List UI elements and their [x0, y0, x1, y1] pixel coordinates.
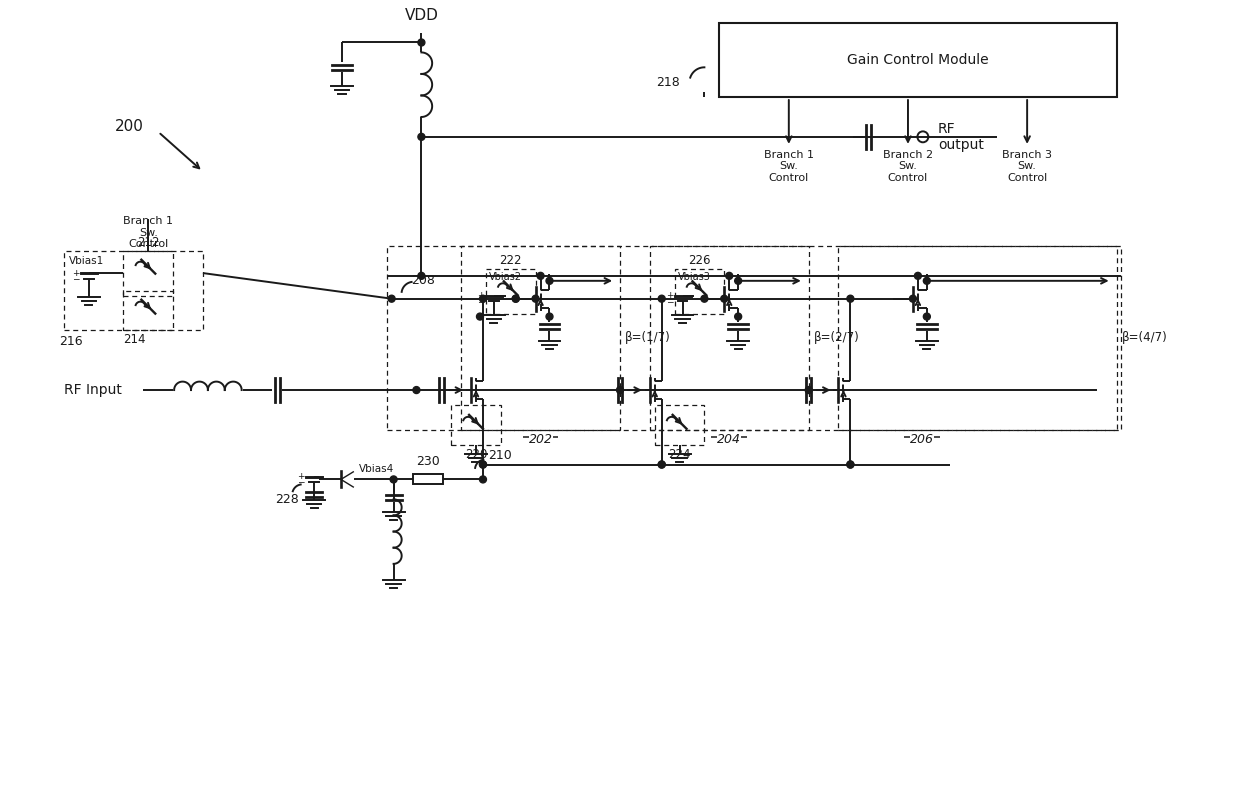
Circle shape	[546, 277, 553, 285]
Text: Vbias2: Vbias2	[489, 272, 522, 282]
Text: 228: 228	[275, 493, 299, 506]
Circle shape	[909, 295, 916, 302]
Text: +: +	[666, 292, 673, 301]
Bar	[451, 405, 501, 444]
Text: 218: 218	[656, 76, 680, 89]
Bar	[650, 246, 808, 430]
Circle shape	[532, 295, 539, 302]
Circle shape	[701, 295, 708, 302]
Text: 224: 224	[668, 448, 691, 460]
Bar	[387, 246, 1121, 430]
Text: +: +	[477, 292, 485, 301]
Text: β=(4/7): β=(4/7)	[1121, 332, 1167, 344]
Text: β=(1/7): β=(1/7)	[625, 332, 671, 344]
Text: 230: 230	[417, 455, 440, 467]
Circle shape	[476, 313, 484, 320]
Circle shape	[720, 295, 728, 302]
Circle shape	[805, 386, 812, 394]
Bar	[413, 475, 443, 484]
Text: 206: 206	[910, 432, 934, 446]
Bar	[124, 291, 174, 331]
Circle shape	[480, 461, 486, 468]
Circle shape	[480, 476, 486, 483]
Text: +: +	[72, 269, 79, 277]
Circle shape	[480, 295, 486, 302]
Text: −: −	[298, 478, 305, 487]
Bar	[719, 22, 1116, 97]
Circle shape	[546, 313, 553, 320]
Text: Branch 3
Sw.
Control: Branch 3 Sw. Control	[1002, 149, 1052, 183]
Bar	[486, 269, 536, 313]
Circle shape	[847, 295, 854, 302]
Circle shape	[418, 39, 425, 46]
Text: 204: 204	[717, 432, 742, 446]
Text: Vbias4: Vbias4	[358, 464, 394, 475]
Bar	[64, 251, 203, 331]
Circle shape	[914, 273, 921, 279]
Text: +: +	[298, 472, 305, 481]
Text: −: −	[72, 274, 79, 283]
Circle shape	[734, 313, 742, 320]
Text: Branch 1
Sw.
Control: Branch 1 Sw. Control	[123, 216, 174, 250]
Polygon shape	[341, 471, 353, 479]
Bar	[838, 246, 1116, 430]
Circle shape	[734, 277, 742, 285]
Text: 210: 210	[487, 448, 512, 462]
Text: Branch 1
Sw.
Control: Branch 1 Sw. Control	[764, 149, 813, 183]
Bar	[675, 269, 724, 313]
Circle shape	[418, 273, 425, 279]
Circle shape	[658, 461, 665, 468]
Circle shape	[480, 461, 486, 468]
Circle shape	[616, 386, 624, 394]
Text: 214: 214	[124, 333, 146, 347]
Circle shape	[847, 461, 854, 468]
Circle shape	[391, 476, 397, 483]
Text: 216: 216	[60, 335, 83, 348]
Circle shape	[418, 134, 425, 140]
Bar	[124, 251, 174, 296]
Circle shape	[658, 461, 665, 468]
Text: VDD: VDD	[404, 8, 438, 22]
Text: 200: 200	[114, 119, 144, 134]
Text: RF Input: RF Input	[64, 383, 122, 397]
Circle shape	[537, 273, 544, 279]
Text: −: −	[477, 297, 485, 306]
Bar	[461, 246, 620, 430]
Polygon shape	[341, 479, 353, 487]
Text: Branch 2
Sw.
Control: Branch 2 Sw. Control	[883, 149, 932, 183]
Circle shape	[924, 313, 930, 320]
Circle shape	[512, 295, 520, 302]
Circle shape	[512, 295, 520, 302]
Circle shape	[658, 295, 665, 302]
Circle shape	[388, 295, 396, 302]
Circle shape	[924, 277, 930, 285]
Circle shape	[847, 461, 854, 468]
Text: Gain Control Module: Gain Control Module	[847, 53, 988, 67]
Text: Vbias3: Vbias3	[677, 272, 711, 282]
Text: −: −	[666, 297, 673, 306]
Text: 222: 222	[500, 254, 522, 267]
Bar	[655, 405, 704, 444]
Text: 208: 208	[412, 273, 435, 287]
Circle shape	[413, 386, 420, 394]
Text: 220: 220	[465, 448, 487, 460]
Text: 212: 212	[138, 236, 160, 249]
Text: RF
output: RF output	[937, 122, 983, 152]
Text: 226: 226	[688, 254, 711, 267]
Text: β=(2/7): β=(2/7)	[813, 332, 859, 344]
Text: 202: 202	[528, 432, 553, 446]
Text: Vbias1: Vbias1	[69, 256, 104, 266]
Circle shape	[725, 273, 733, 279]
